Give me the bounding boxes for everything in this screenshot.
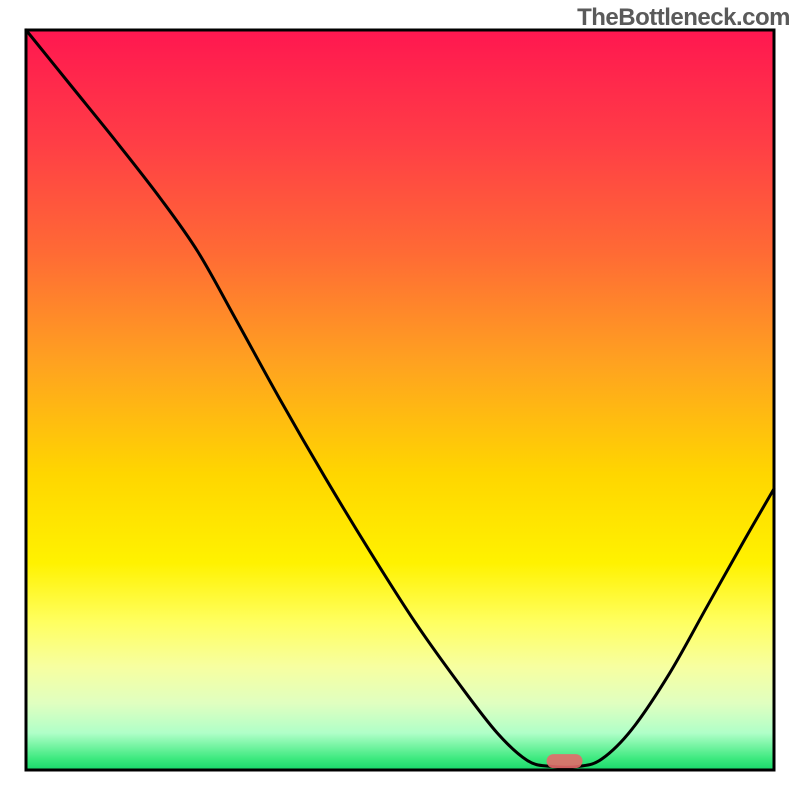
chart-container: TheBottleneck.com bbox=[0, 0, 800, 800]
gradient-background bbox=[26, 30, 774, 770]
watermark-text: TheBottleneck.com bbox=[577, 4, 790, 32]
optimal-marker bbox=[547, 754, 583, 768]
bottleneck-chart bbox=[0, 0, 800, 800]
